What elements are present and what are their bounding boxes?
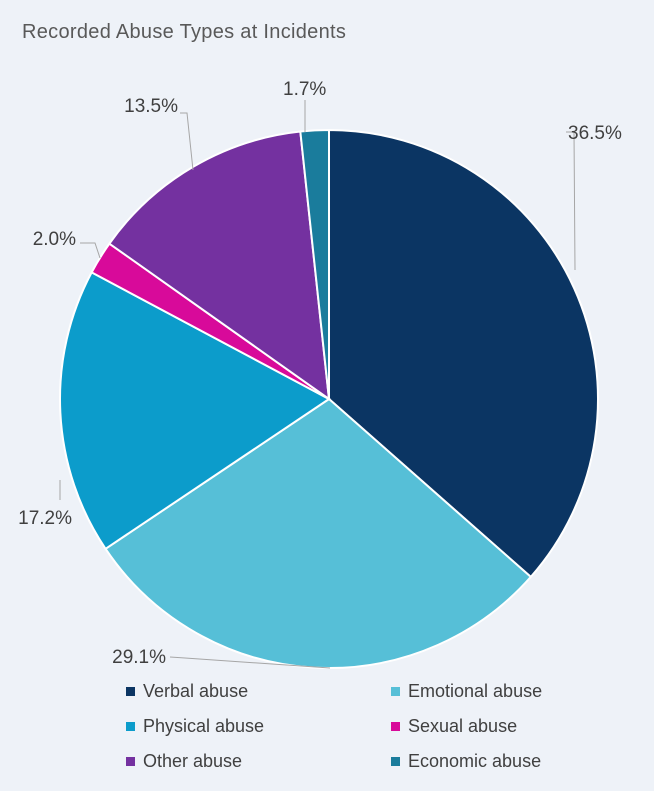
pie-slice-verbal-abuse[interactable] [328,128,599,579]
legend: Verbal abuse Emotional abuse Physical abus… [126,681,542,771]
data-labels: 36.5% 29.1% 17.2% 2.0% 13.5% 1.7% [18,79,622,668]
data-label-emotional-abuse: 29.1% [112,647,166,668]
legend-label-emotional-abuse: Emotional abuse [408,681,542,701]
chart-title: Recorded Abuse Types at Incidents [22,21,346,43]
pie-slice-physical-abuse[interactable] [58,271,331,551]
legend-swatch-sexual-abuse [391,722,400,731]
data-label-sexual-abuse: 2.0% [33,229,76,250]
legend-item-emotional-abuse[interactable]: Emotional abuse [391,681,542,701]
legend-swatch-other-abuse [126,757,135,766]
legend-label-economic-abuse: Economic abuse [408,751,541,771]
leader-line-verbal-abuse [566,131,576,271]
leader-line-other-abuse [180,112,194,171]
legend-label-sexual-abuse: Sexual abuse [408,716,517,736]
leader-line-emotional-abuse [169,656,331,669]
pie-slice-emotional-abuse[interactable] [104,397,533,669]
legend-item-economic-abuse[interactable]: Economic abuse [391,751,541,771]
pie-slices [58,128,599,669]
data-label-economic-abuse: 1.7% [283,79,326,100]
legend-label-other-abuse: Other abuse [143,751,242,771]
legend-label-physical-abuse: Physical abuse [143,716,264,736]
legend-swatch-economic-abuse [391,757,400,766]
legend-item-sexual-abuse[interactable]: Sexual abuse [391,716,517,736]
legend-item-physical-abuse[interactable]: Physical abuse [126,716,264,736]
legend-swatch-physical-abuse [126,722,135,731]
leader-line-sexual-abuse [80,242,101,259]
pie-slice-economic-abuse[interactable] [299,128,330,400]
legend-swatch-verbal-abuse [126,687,135,696]
data-label-verbal-abuse: 36.5% [568,123,622,144]
legend-label-verbal-abuse: Verbal abuse [143,681,248,701]
legend-item-verbal-abuse[interactable]: Verbal abuse [126,681,248,701]
leader-lines [59,100,576,669]
data-label-physical-abuse: 17.2% [18,508,72,529]
legend-swatch-emotional-abuse [391,687,400,696]
data-label-other-abuse: 13.5% [124,96,178,117]
legend-item-other-abuse[interactable]: Other abuse [126,751,242,771]
